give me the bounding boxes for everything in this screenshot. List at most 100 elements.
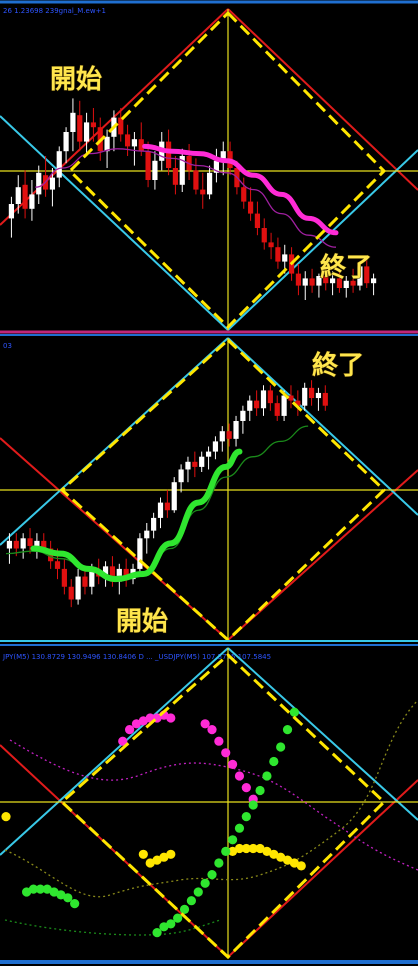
candle-bear bbox=[309, 278, 315, 286]
candle-bull bbox=[20, 538, 26, 549]
dot-green bbox=[289, 707, 299, 717]
candle-bull bbox=[199, 456, 205, 467]
p3-diamond bbox=[59, 652, 387, 960]
p1-red-line-right bbox=[227, 8, 418, 191]
p3-dotted-green bbox=[4, 919, 221, 936]
dot-magenta bbox=[221, 748, 231, 758]
p2-moving-average-highlight bbox=[30, 448, 243, 583]
dot-green bbox=[241, 812, 251, 822]
candle-bull bbox=[83, 122, 90, 142]
candle-bull bbox=[15, 187, 21, 204]
candle-bull bbox=[240, 410, 246, 421]
panel-2: 03 終了 開始 bbox=[0, 337, 418, 643]
dot-green bbox=[262, 771, 272, 781]
dot-magenta bbox=[166, 713, 176, 723]
dot-green bbox=[56, 890, 66, 900]
dot-yellow bbox=[255, 843, 265, 854]
dot-yellow bbox=[269, 849, 279, 859]
dot-green bbox=[186, 896, 196, 906]
candle-bear bbox=[254, 400, 260, 409]
candle-bear bbox=[193, 170, 199, 190]
candle-bear bbox=[54, 561, 61, 569]
candle-bear bbox=[350, 280, 356, 286]
candle-bull bbox=[233, 421, 239, 439]
p2-cyan-line-right bbox=[227, 337, 418, 516]
dot-magenta bbox=[228, 759, 238, 770]
dot-yellow bbox=[234, 843, 245, 854]
panel-1: 26 1.23698 239gnal_M.ew+1 開始 終了 bbox=[0, 7, 418, 331]
candle-bear bbox=[123, 568, 129, 580]
candle-bear bbox=[90, 122, 97, 128]
dot-green bbox=[49, 887, 59, 897]
candle-bull bbox=[116, 568, 122, 582]
candle-bull bbox=[56, 151, 62, 178]
candle-bull bbox=[282, 254, 288, 262]
dot-magenta bbox=[138, 716, 148, 726]
candle-bear bbox=[261, 228, 267, 243]
candle-bull bbox=[137, 538, 143, 569]
dot-magenta bbox=[118, 736, 128, 746]
candle-bear bbox=[274, 403, 280, 416]
candle-bull bbox=[49, 177, 56, 190]
candle-bull bbox=[185, 461, 191, 470]
candle-bull bbox=[247, 400, 253, 411]
candle-bear bbox=[118, 117, 124, 135]
candle-bull bbox=[36, 172, 42, 195]
candle-bear bbox=[41, 540, 47, 549]
dot-green bbox=[214, 858, 224, 868]
candle-bear bbox=[336, 278, 343, 288]
candle-bear bbox=[254, 213, 261, 228]
candle-bear bbox=[295, 273, 302, 286]
p3-dotted-olive bbox=[4, 699, 418, 898]
candle-bull bbox=[34, 540, 40, 546]
p3-red-line-left bbox=[0, 744, 229, 958]
dot-green bbox=[166, 919, 176, 929]
candle-bear bbox=[192, 461, 198, 467]
candle-bear bbox=[267, 390, 273, 404]
candle-bull bbox=[357, 266, 363, 286]
candle-bull bbox=[70, 112, 76, 132]
dot-green bbox=[282, 725, 293, 735]
p3-red-line-right bbox=[227, 779, 418, 958]
candle-bull bbox=[205, 451, 212, 457]
dot-magenta bbox=[214, 736, 224, 746]
dot-green bbox=[63, 893, 73, 903]
candle-bear bbox=[247, 201, 254, 214]
candle-bull bbox=[213, 160, 220, 173]
candle-bull bbox=[63, 132, 69, 152]
candle-bull bbox=[152, 160, 158, 180]
dot-magenta bbox=[125, 725, 135, 735]
candle-bull bbox=[29, 194, 35, 209]
candle-bear bbox=[82, 576, 88, 587]
dot-green bbox=[152, 928, 162, 938]
candle-bull bbox=[219, 431, 225, 442]
candle-bear bbox=[295, 400, 301, 406]
candle-bear bbox=[68, 586, 74, 600]
p2-red-line-right bbox=[227, 469, 418, 641]
candle-bull bbox=[179, 156, 185, 185]
p3-cyan-line-right bbox=[227, 647, 418, 821]
candle-bull bbox=[370, 278, 377, 284]
dot-green bbox=[255, 785, 265, 796]
dot-green bbox=[200, 878, 210, 888]
candle-bull bbox=[131, 139, 138, 147]
candle-bear bbox=[364, 266, 370, 284]
candle-bull bbox=[8, 204, 15, 219]
dot-magenta bbox=[234, 771, 245, 781]
dot-green bbox=[35, 884, 45, 894]
dot-magenta bbox=[207, 725, 217, 735]
candle-bull bbox=[157, 502, 164, 518]
candle-bear bbox=[145, 151, 151, 180]
candle-bear bbox=[323, 276, 329, 284]
candle-bear bbox=[322, 392, 328, 406]
candle-bear bbox=[226, 431, 232, 439]
candle-bull bbox=[102, 566, 109, 577]
candle-bull bbox=[6, 540, 13, 549]
p1-moving-average-highlight bbox=[142, 143, 339, 236]
p2-end-label: 終了 bbox=[312, 350, 364, 381]
candle-bear bbox=[288, 395, 294, 401]
dot-green bbox=[70, 899, 80, 909]
candle-bull bbox=[144, 530, 150, 539]
candle-bull bbox=[151, 517, 157, 531]
